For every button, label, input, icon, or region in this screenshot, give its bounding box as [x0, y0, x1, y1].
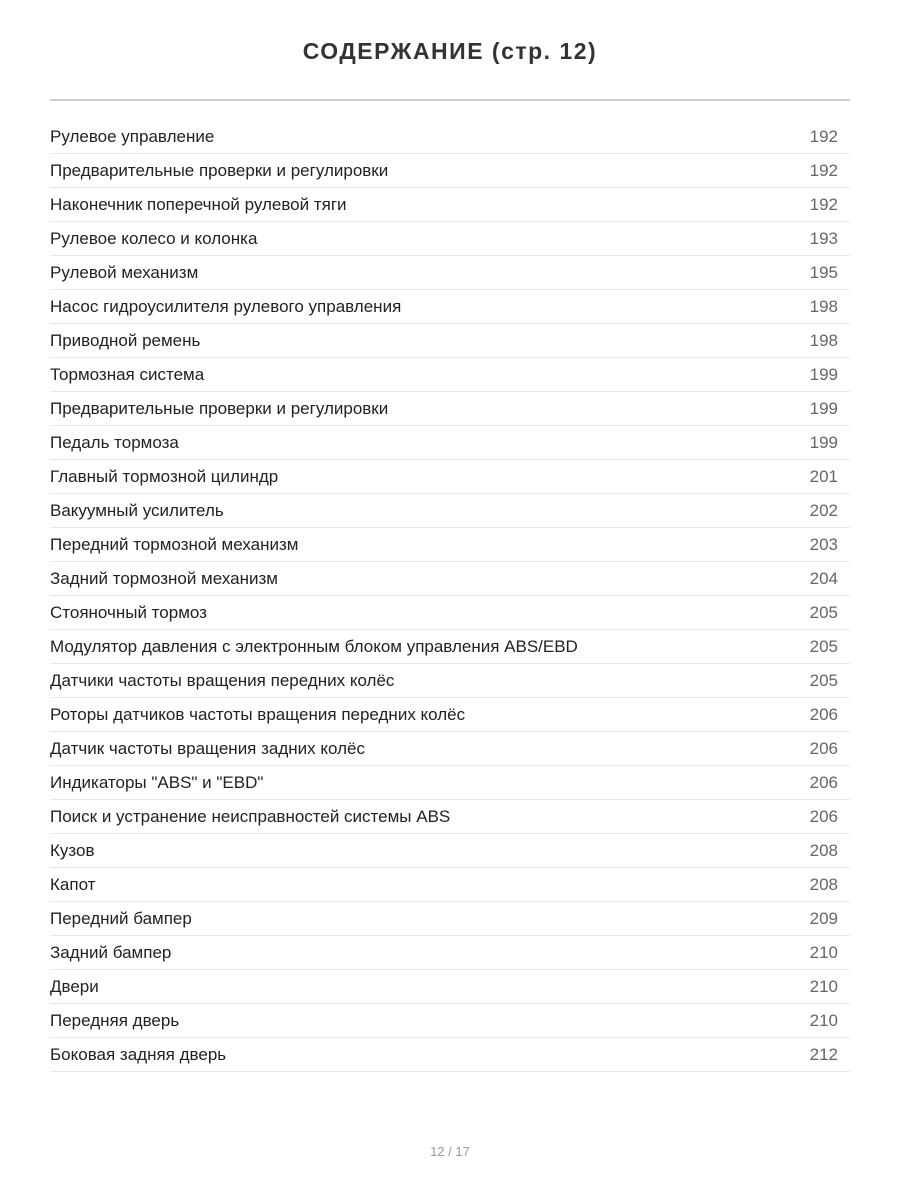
toc-entry-page-number: 205 — [809, 636, 838, 656]
toc-entry-title: Передний тормозной механизм — [50, 534, 299, 554]
toc-entry-title: Рулевое управление — [50, 126, 215, 146]
toc-entry[interactable]: Передний бампер 209 — [50, 902, 850, 936]
toc-entry-title: Капот — [50, 874, 96, 894]
toc-entry-title: Приводной ремень — [50, 330, 201, 350]
toc-entry[interactable]: Главный тормозной цилиндр 201 — [50, 460, 850, 494]
toc-entry-title: Поиск и устранение неисправностей систем… — [50, 806, 451, 826]
toc-entry-title: Боковая задняя дверь — [50, 1044, 227, 1064]
toc-entry[interactable]: Наконечник поперечной рулевой тяги 192 — [50, 188, 850, 222]
toc-entry[interactable]: Задний бампер 210 — [50, 936, 850, 970]
toc-entry-title: Датчик частоты вращения задних колёс — [50, 738, 365, 758]
toc-entry-page-number: 201 — [809, 466, 838, 486]
toc-entry[interactable]: Передний тормозной механизм 203 — [50, 528, 850, 562]
toc-entry-page-number: 193 — [809, 228, 838, 248]
toc-entry[interactable]: Рулевое управление 192 — [50, 120, 850, 154]
toc-entry[interactable]: Вакуумный усилитель 202 — [50, 494, 850, 528]
title-divider — [50, 99, 850, 101]
toc-entry-page-number: 206 — [809, 704, 838, 724]
toc-entry-page-number: 209 — [809, 908, 838, 928]
toc-entry-page-number: 208 — [809, 874, 838, 894]
toc-entry[interactable]: Датчик частоты вращения задних колёс 206 — [50, 732, 850, 766]
toc-entry[interactable]: Рулевое колесо и колонка 193 — [50, 222, 850, 256]
toc-entry[interactable]: Модулятор давления с электронным блоком … — [50, 630, 850, 664]
toc-entry-title: Датчики частоты вращения передних колёс — [50, 670, 395, 690]
toc-entry-page-number: 204 — [809, 568, 838, 588]
toc-entry-page-number: 205 — [809, 670, 838, 690]
toc-entry[interactable]: Двери 210 — [50, 970, 850, 1004]
toc-entry-page-number: 210 — [809, 1010, 838, 1030]
toc-entry-page-number: 195 — [809, 262, 838, 282]
toc-entry-title: Передний бампер — [50, 908, 192, 928]
toc-entry-page-number: 192 — [809, 194, 838, 214]
toc-entry[interactable]: Капот 208 — [50, 868, 850, 902]
toc-entry-page-number: 212 — [809, 1044, 838, 1064]
toc-entry-title: Задний бампер — [50, 942, 172, 962]
toc-entry-page-number: 202 — [809, 500, 838, 520]
toc-entry-page-number: 206 — [809, 738, 838, 758]
toc-entry-title: Стояночный тормоз — [50, 602, 207, 622]
toc-entry[interactable]: Кузов 208 — [50, 834, 850, 868]
toc-entry[interactable]: Рулевой механизм 195 — [50, 256, 850, 290]
toc-entry-title: Рулевое колесо и колонка — [50, 228, 258, 248]
toc-entry-title: Кузов — [50, 840, 95, 860]
page-title: СОДЕРЖАНИЕ (стр. 12) — [302, 38, 598, 64]
toc-entry[interactable]: Насос гидроусилителя рулевого управления… — [50, 290, 850, 324]
toc-entry-title: Тормозная система — [50, 364, 205, 384]
toc-entry[interactable]: Передняя дверь 210 — [50, 1004, 850, 1038]
toc-entry-page-number: 198 — [809, 330, 838, 350]
toc-entry-title: Модулятор давления с электронным блоком … — [50, 636, 578, 656]
toc-entry-page-number: 192 — [809, 126, 838, 146]
toc-entry[interactable]: Предварительные проверки и регулировки 19… — [50, 154, 850, 188]
toc-entry-page-number: 192 — [809, 160, 838, 180]
toc-entry[interactable]: Тормозная система 199 — [50, 358, 850, 392]
toc-entry[interactable]: Датчики частоты вращения передних колёс 2… — [50, 664, 850, 698]
toc-entry[interactable]: Роторы датчиков частоты вращения передни… — [50, 698, 850, 732]
toc-entry-title: Наконечник поперечной рулевой тяги — [50, 194, 347, 214]
toc-entry-page-number: 205 — [809, 602, 838, 622]
toc-entry[interactable]: Индикаторы "ABS" и "EBD" 206 — [50, 766, 850, 800]
toc-entry-page-number: 208 — [809, 840, 838, 860]
toc-entry-title: Насос гидроусилителя рулевого управления — [50, 296, 402, 316]
toc-entry-page-number: 199 — [809, 432, 838, 452]
toc-entry[interactable]: Задний тормозной механизм 204 — [50, 562, 850, 596]
toc-entry-title: Предварительные проверки и регулировки — [50, 160, 389, 180]
toc-entry[interactable]: Предварительные проверки и регулировки 19… — [50, 392, 850, 426]
toc-entry[interactable]: Стояночный тормоз 205 — [50, 596, 850, 630]
toc-entry[interactable]: Педаль тормоза 199 — [50, 426, 850, 460]
toc-entry-title: Вакуумный усилитель — [50, 500, 224, 520]
toc-entry-page-number: 198 — [809, 296, 838, 316]
toc-entry-page-number: 206 — [809, 806, 838, 826]
toc-entry-title: Педаль тормоза — [50, 432, 179, 452]
toc-entry-title: Предварительные проверки и регулировки — [50, 398, 389, 418]
toc-entry-page-number: 206 — [809, 772, 838, 792]
toc-entry-title: Индикаторы "ABS" и "EBD" — [50, 772, 264, 792]
toc-entry-page-number: 210 — [809, 942, 838, 962]
table-of-contents: Рулевое управление 192 Предварительные про… — [50, 120, 850, 1072]
toc-entry-title: Передняя дверь — [50, 1010, 180, 1030]
toc-entry-page-number: 203 — [809, 534, 838, 554]
toc-entry-title: Задний тормозной механизм — [50, 568, 278, 588]
toc-entry-title: Двери — [50, 976, 99, 996]
toc-entry-title: Роторы датчиков частоты вращения передни… — [50, 704, 466, 724]
toc-entry-page-number: 199 — [809, 364, 838, 384]
toc-entry[interactable]: Поиск и устранение неисправностей систем… — [50, 800, 850, 834]
toc-entry-page-number: 210 — [809, 976, 838, 996]
toc-entry[interactable]: Приводной ремень 198 — [50, 324, 850, 358]
toc-entry-page-number: 199 — [809, 398, 838, 418]
toc-entry[interactable]: Боковая задняя дверь 212 — [50, 1038, 850, 1072]
toc-entry-title: Главный тормозной цилиндр — [50, 466, 279, 486]
page-indicator: 12 / 17 — [430, 1144, 470, 1159]
toc-entry-title: Рулевой механизм — [50, 262, 199, 282]
